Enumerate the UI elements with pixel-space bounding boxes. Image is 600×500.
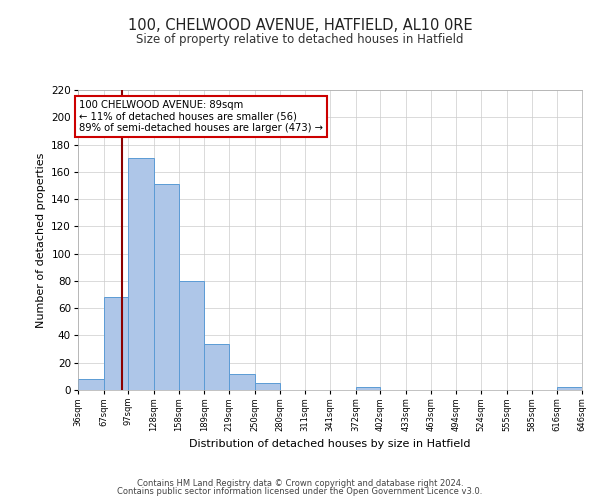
Bar [205,344,229,390]
Bar [154,184,179,390]
Y-axis label: Number of detached properties: Number of detached properties [36,152,46,328]
Text: Size of property relative to detached houses in Hatfield: Size of property relative to detached ho… [136,32,464,46]
Text: Contains public sector information licensed under the Open Government Licence v3: Contains public sector information licen… [118,488,482,496]
Text: 100, CHELWOOD AVENUE, HATFIELD, AL10 0RE: 100, CHELWOOD AVENUE, HATFIELD, AL10 0RE [128,18,472,32]
Bar [179,281,205,390]
Bar [356,388,380,390]
Bar [255,383,280,390]
Bar [128,158,154,390]
Text: 100 CHELWOOD AVENUE: 89sqm
← 11% of detached houses are smaller (56)
89% of semi: 100 CHELWOOD AVENUE: 89sqm ← 11% of deta… [79,100,323,132]
Bar [229,374,255,390]
X-axis label: Distribution of detached houses by size in Hatfield: Distribution of detached houses by size … [189,439,471,449]
Bar [78,379,104,390]
Bar [104,298,128,390]
Bar [557,388,582,390]
Text: Contains HM Land Registry data © Crown copyright and database right 2024.: Contains HM Land Registry data © Crown c… [137,478,463,488]
